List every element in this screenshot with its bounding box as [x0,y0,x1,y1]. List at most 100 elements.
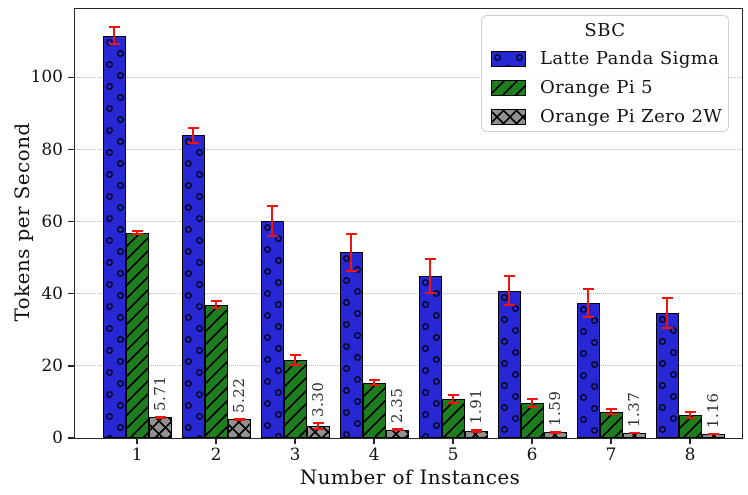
error-bar [531,398,533,408]
error-bar-cap [549,431,561,434]
bar-value-label: 5.71 [151,375,169,411]
x-axis-title: Number of Instances [299,465,521,489]
gridline [75,220,742,222]
x-tickmark [689,438,691,444]
error-bar [666,297,668,329]
error-bar-cap [582,315,594,318]
error-bar-cap [605,413,617,416]
y-tick-label: 20 [41,355,63,376]
legend: SBC Latte Panda Sigma Orange Pi 5 Orange… [481,15,729,132]
x-tick-label: 3 [289,445,301,465]
bar-latte-panda-sigma-4 [339,252,363,438]
bar-value-label: 1.91 [467,388,485,425]
x-tick-label: 5 [447,445,459,465]
bar-orange-pi-zero-2w-2 [227,419,251,438]
bar-latte-panda-sigma-1 [102,35,126,438]
error-bar-cap [289,354,301,356]
y-tick-label: 60 [41,211,63,232]
legend-label: Orange Pi 5 [540,77,654,98]
x-tick-label: 8 [684,445,696,465]
bar-orange-pi-5-8 [678,415,702,438]
error-bar-cap [345,270,357,273]
error-bar-cap [312,428,324,431]
bar-latte-panda-sigma-8 [655,312,679,438]
bar-latte-panda-sigma-7 [576,303,600,438]
error-bar-cap [345,232,357,235]
x-tick-label: 4 [368,445,380,465]
error-bar [317,422,319,431]
bar-value-label: 2.35 [388,387,406,424]
error-bar-cap [684,417,696,420]
bar-latte-panda-sigma-5 [418,276,442,438]
y-tickmark [68,76,74,79]
error-bar [508,275,510,306]
gridline [75,365,742,367]
bar-orange-pi-5-4 [362,382,386,438]
error-bar-cap [289,363,301,366]
error-bar-cap [108,43,120,46]
error-bar-cap [187,126,199,129]
y-tickmark [68,293,74,295]
bar-orange-pi-5-6 [520,403,544,438]
legend-entry-latte-panda-sigma: Latte Panda Sigma [482,44,728,73]
error-bar-cap [628,432,640,435]
error-bar-cap [447,401,459,404]
bar-orange-pi-5-7 [599,411,623,438]
error-bar-cap [233,418,245,421]
legend-title: SBC [584,20,626,41]
bar-orange-pi-zero-2w-1 [148,417,172,438]
error-bar-cap [131,233,143,236]
error-bar-cap [131,229,143,232]
y-tickmark [68,365,74,367]
y-tickmark [68,437,74,439]
bar-value-label: 5.22 [230,377,248,413]
error-bar [271,205,273,237]
bar-orange-pi-5-3 [283,359,307,438]
error-bar-cap [108,26,120,29]
error-bar [136,229,138,236]
error-bar-cap [707,432,719,435]
error-bar [350,232,352,273]
error-bar-cap [424,291,436,294]
bar-latte-panda-sigma-6 [497,290,521,438]
bar-value-label: 1.59 [546,390,564,427]
legend-label: Latte Panda Sigma [540,48,720,69]
legend-label: Orange Pi Zero 2W [540,106,723,127]
error-bar [587,288,589,318]
x-tick-label: 6 [526,445,538,465]
x-tick-label: 1 [131,445,143,465]
x-tickmark [373,438,375,444]
bar-orange-pi-5-5 [441,399,465,438]
x-tickmark [294,438,296,444]
x-tick-label: 7 [605,445,617,465]
error-bar-cap [210,300,222,303]
y-tick-label: 0 [52,428,63,448]
error-bar [192,126,194,144]
error-bar-cap [312,422,324,425]
bar-orange-pi-5-2 [204,304,228,438]
y-tickmark [68,220,74,223]
x-tickmark [452,438,454,444]
error-bar [113,26,115,46]
gridline [75,76,742,78]
error-bar [689,411,691,420]
error-bar [373,379,375,387]
x-tickmark [136,438,138,444]
error-bar-cap [661,297,673,300]
x-tickmark [215,438,217,444]
error-bar-cap [154,416,166,419]
y-tick-label: 100 [30,67,63,88]
error-bar [215,300,217,309]
bar-latte-panda-sigma-2 [181,135,205,438]
error-bar-cap [187,141,199,144]
bar-orange-pi-5-1 [125,232,149,438]
legend-entry-orange-pi-5: Orange Pi 5 [482,73,728,102]
x-tick-label: 2 [210,445,222,465]
error-bar-cap [470,431,482,434]
error-bar-cap [526,405,538,408]
error-bar-cap [266,205,278,208]
gridline [75,292,742,294]
bar-value-label: 3.30 [309,381,327,418]
y-tick-label: 80 [41,139,63,160]
